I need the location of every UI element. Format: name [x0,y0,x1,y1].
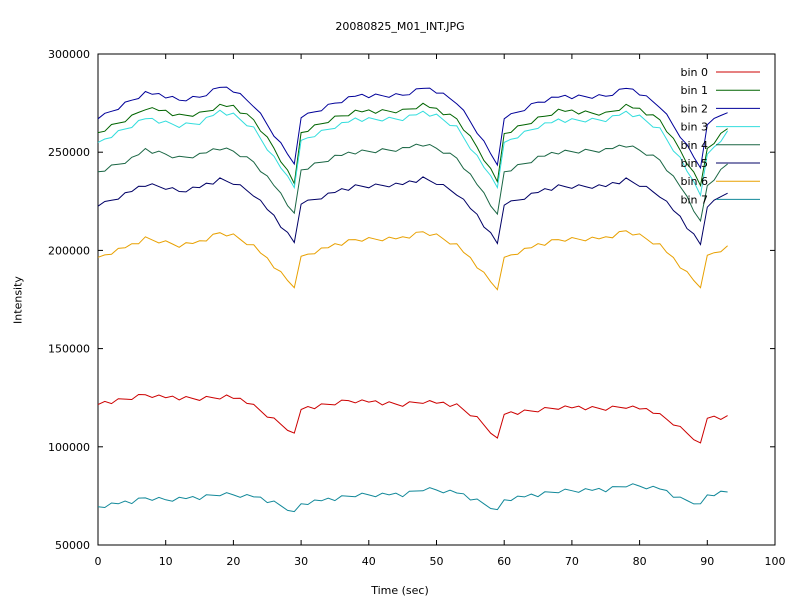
series-line-bin-6 [97,230,728,291]
legend-label: bin 1 [680,84,708,97]
legend-label: bin 4 [680,139,708,152]
series-line-bin-5 [97,176,728,246]
x-axis-label: Time (sec) [371,584,429,597]
x-tick-label: 0 [95,555,102,568]
x-tick-label: 60 [497,555,511,568]
series-line-bin-7 [97,483,728,513]
x-tick-label: 90 [700,555,714,568]
plot-frame [97,53,776,546]
legend-label: bin 6 [680,175,708,188]
y-tick-label: 50000 [55,539,90,552]
y-tick-label: 250000 [48,146,90,159]
x-tick-label: 10 [159,555,173,568]
legend-label: bin 7 [680,193,708,206]
x-tick-label: 70 [565,555,579,568]
x-tick-label: 20 [226,555,240,568]
legend-label: bin 2 [680,102,708,115]
chart-title: 20080825_M01_INT.JPG [335,20,465,33]
legend-label: bin 3 [680,121,708,134]
series-line-bin-4 [97,143,728,223]
legend: bin 0 bin 1 bin 2 bin 3 bin 4 bin 5 bin 6 bin 7 [680,66,760,206]
series-line-bin-1 [97,102,728,188]
x-tick-label: 50 [430,555,444,568]
legend-label: bin 0 [680,66,708,79]
y-tick-label: 150000 [48,343,90,356]
x-tick-label: 80 [633,555,647,568]
x-tick-label: 30 [294,555,308,568]
x-tick-label: 100 [765,555,786,568]
series-line-bin-2 [97,86,728,170]
series-line-bin-0 [97,393,728,444]
series-line-bin-3 [97,109,729,198]
y-tick-label: 200000 [48,244,90,257]
x-tick-label: 40 [362,555,376,568]
y-tick-label: 100000 [48,441,90,454]
legend-label: bin 5 [680,157,708,170]
y-tick-label: 300000 [48,48,90,61]
